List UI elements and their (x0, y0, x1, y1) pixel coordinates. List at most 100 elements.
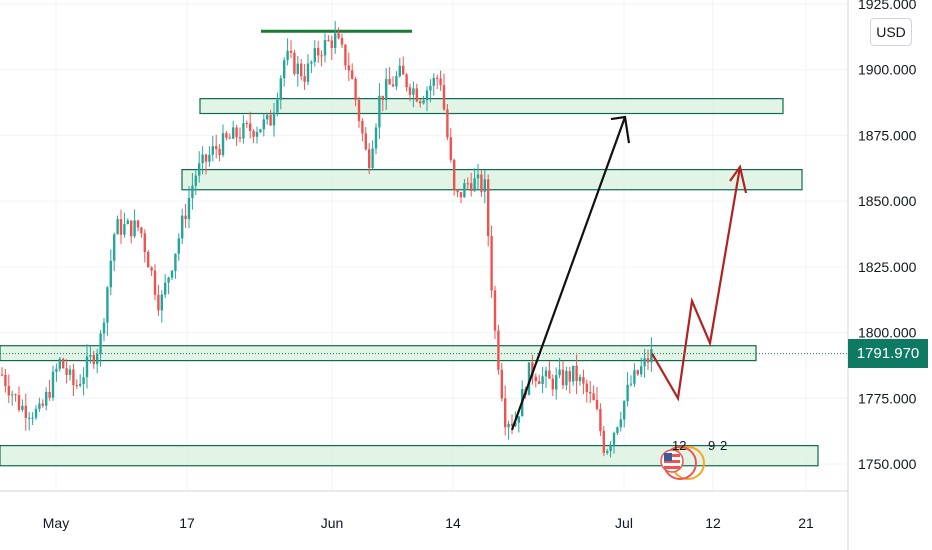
candle-body (201, 154, 204, 164)
candle (225, 130, 228, 141)
candle (102, 317, 106, 342)
candle-body (72, 369, 75, 386)
candle (21, 399, 24, 413)
candle-body (133, 220, 136, 237)
candle (507, 420, 510, 440)
candle (459, 192, 463, 204)
candle (303, 64, 306, 90)
candle-body (514, 422, 517, 426)
candle (89, 346, 92, 364)
candle (150, 266, 153, 276)
candle-body (170, 270, 174, 278)
candle (493, 285, 497, 339)
candle-body (198, 163, 201, 176)
candle (157, 284, 160, 317)
candle (347, 52, 350, 82)
candle (374, 123, 378, 155)
last-price-label: 1791.970 (848, 339, 928, 368)
candle-body (211, 146, 214, 155)
candle (99, 329, 102, 367)
candle-body (555, 375, 558, 390)
candle-body (446, 109, 449, 138)
candle-body (538, 381, 541, 384)
candle-body (0, 374, 4, 376)
candle-body (75, 385, 78, 387)
candle (551, 374, 554, 397)
candle (558, 357, 561, 379)
candle-body (160, 294, 163, 311)
candle (415, 83, 418, 103)
candle-body (589, 391, 592, 394)
candle (323, 33, 327, 63)
candle-body (470, 183, 473, 191)
candle-body (262, 119, 265, 130)
price-axis[interactable]: 1925.000 1900.000 1875.000 1850.000 1825.000… (858, 0, 917, 472)
candle-body (368, 149, 371, 169)
candle-body (619, 419, 622, 428)
candle-body (289, 50, 293, 53)
candle (585, 379, 588, 403)
candle (640, 357, 643, 377)
candle (395, 71, 398, 91)
candle (72, 363, 75, 397)
candle (541, 367, 544, 394)
candle-body (276, 99, 279, 113)
currency-badge[interactable]: USD (870, 18, 912, 46)
candle-body (541, 376, 544, 384)
candle-body (357, 99, 361, 122)
candle (296, 55, 299, 87)
candle-body (568, 371, 571, 382)
candle-body (493, 290, 497, 331)
candle-body (174, 253, 177, 271)
candle (235, 125, 238, 146)
candle-body (405, 74, 408, 88)
candle (286, 38, 289, 66)
time-tick-label: 12 (705, 515, 721, 531)
candle-body (354, 78, 357, 100)
candle (626, 372, 629, 407)
candle-body (24, 405, 27, 418)
candle-body (269, 114, 272, 126)
candle-body (191, 185, 194, 199)
candle-body (364, 133, 367, 150)
candle (242, 115, 245, 144)
candle (429, 79, 432, 103)
candle-body (194, 175, 197, 186)
candle-body (14, 394, 17, 396)
candle (289, 40, 293, 59)
candle-body (337, 33, 340, 39)
candle-body (633, 370, 636, 384)
candle (82, 367, 85, 396)
time-axis[interactable]: May 17 Jun 14 Jul 12 21 (43, 515, 814, 531)
candle-body (136, 220, 140, 228)
candle-body (286, 50, 289, 61)
candle-body (55, 368, 58, 372)
candle-body (106, 287, 109, 323)
candle-body (147, 252, 150, 268)
candle-body (558, 369, 561, 376)
candle (126, 218, 129, 225)
candle (55, 363, 58, 382)
flag-event-icon[interactable] (660, 435, 720, 491)
candle-body (527, 362, 531, 395)
candle (334, 21, 337, 54)
candle-body (592, 393, 595, 401)
candle (463, 179, 466, 198)
candle-body (140, 227, 143, 234)
candle-body (432, 77, 435, 86)
candle (504, 385, 507, 436)
candle (300, 59, 303, 81)
candle-body (378, 95, 381, 128)
candle-body (38, 403, 41, 409)
candle (490, 225, 493, 298)
event-count: 12 (672, 438, 687, 453)
candle-body (371, 148, 374, 169)
candle (276, 92, 279, 117)
time-tick-label: May (43, 515, 69, 531)
candle (592, 385, 595, 401)
candle (337, 27, 340, 40)
price-tick-label: 1750.000 (858, 456, 917, 472)
candle (7, 374, 10, 404)
candle (4, 369, 7, 393)
